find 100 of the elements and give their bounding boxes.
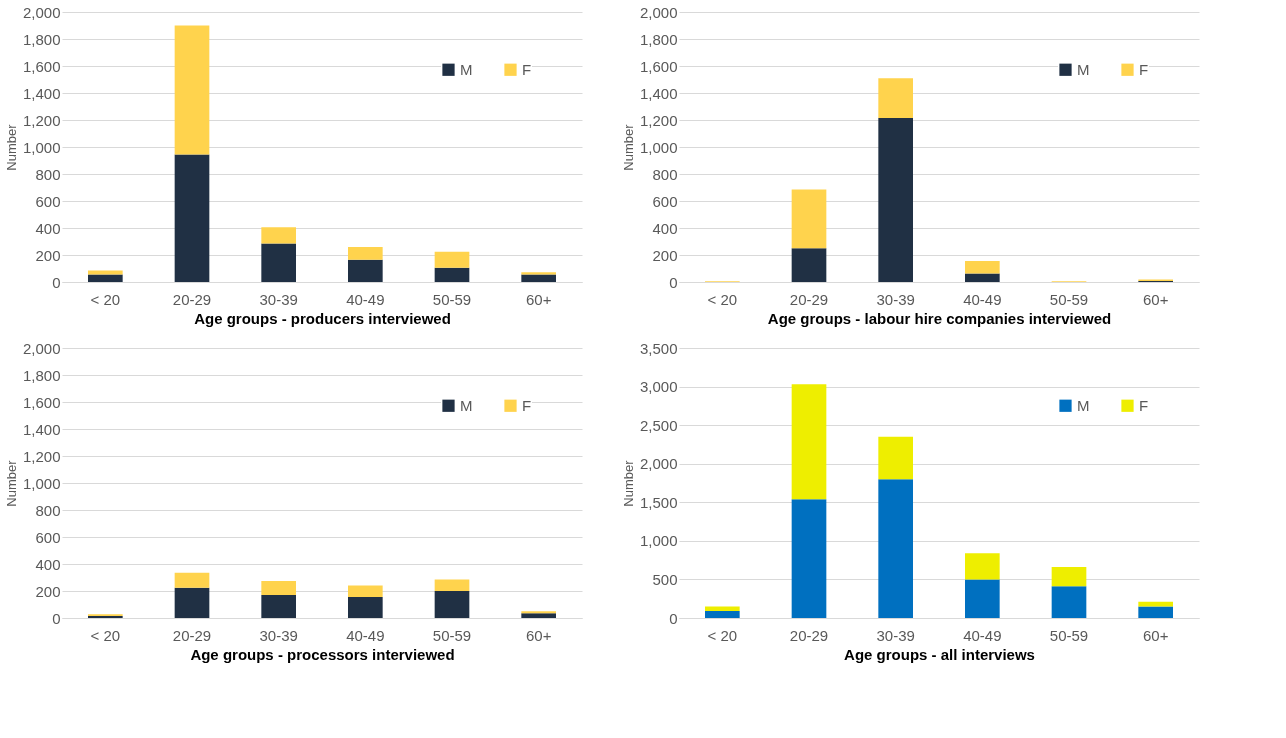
x-tick-label: 50-59 bbox=[1049, 626, 1089, 644]
x-tick-label: 40-49 bbox=[963, 626, 1002, 644]
y-tick-label: 1,600 bbox=[22, 393, 61, 411]
y-axis-title: Number bbox=[620, 123, 636, 171]
bar bbox=[434, 591, 470, 618]
x-tick-label: 40-49 bbox=[346, 626, 385, 644]
bar bbox=[261, 227, 296, 244]
bar bbox=[174, 25, 210, 155]
x-axis-title: Age groups - producers interviewed bbox=[194, 309, 451, 327]
y-tick-label: 600 bbox=[652, 192, 678, 210]
bar bbox=[878, 436, 913, 480]
x-tick-label: 20-29 bbox=[789, 290, 829, 308]
y-axis-title: Number bbox=[3, 459, 19, 507]
y-tick-label: 1,600 bbox=[639, 57, 678, 75]
x-tick-label: 60+ bbox=[525, 626, 552, 644]
y-tick-label: 400 bbox=[35, 555, 61, 573]
x-axis-title: Age groups - all interviews bbox=[844, 645, 1035, 663]
x-tick-label: 50-59 bbox=[432, 290, 472, 308]
bar bbox=[878, 117, 913, 282]
y-tick-label: 3,500 bbox=[639, 339, 678, 357]
bar bbox=[965, 553, 1000, 580]
y-tick-label: 1,000 bbox=[639, 532, 678, 550]
y-tick-label: 1,800 bbox=[22, 366, 61, 384]
bar bbox=[791, 384, 827, 500]
x-tick-label: 50-59 bbox=[1049, 290, 1089, 308]
y-tick-label: 2,000 bbox=[22, 3, 61, 21]
bar bbox=[261, 580, 296, 596]
bar bbox=[878, 78, 913, 118]
y-tick-label: 800 bbox=[652, 165, 678, 183]
y-tick-label: 600 bbox=[35, 528, 61, 546]
bar bbox=[705, 606, 740, 612]
legend-label: M bbox=[1077, 60, 1090, 78]
bar bbox=[434, 579, 470, 591]
x-tick-label: < 20 bbox=[707, 290, 738, 308]
bar bbox=[434, 251, 470, 268]
bar bbox=[965, 273, 1000, 282]
bar bbox=[521, 613, 556, 618]
y-tick-label: 500 bbox=[652, 570, 678, 588]
x-tick-label: 20-29 bbox=[789, 626, 829, 644]
bar bbox=[1138, 606, 1173, 618]
y-tick-label: 1,800 bbox=[22, 30, 61, 48]
bar bbox=[521, 272, 556, 275]
bar bbox=[261, 595, 296, 618]
bar bbox=[261, 243, 296, 282]
y-tick-label: 200 bbox=[652, 246, 678, 264]
y-tick-label: 0 bbox=[669, 609, 678, 627]
x-tick-label: 50-59 bbox=[432, 626, 472, 644]
legend-label: F bbox=[522, 396, 532, 414]
bar bbox=[1051, 567, 1087, 587]
y-tick-label: 1,200 bbox=[22, 447, 61, 465]
legend-label: F bbox=[1139, 60, 1149, 78]
x-tick-label: 30-39 bbox=[876, 626, 915, 644]
x-tick-label: 60+ bbox=[525, 290, 552, 308]
legend-label: F bbox=[522, 60, 532, 78]
bar bbox=[1051, 586, 1087, 618]
x-tick-label: 60+ bbox=[1142, 290, 1169, 308]
legend-label: M bbox=[1077, 396, 1090, 414]
y-tick-label: 1,400 bbox=[639, 84, 678, 102]
y-tick-label: 800 bbox=[35, 501, 61, 519]
y-tick-label: 1,500 bbox=[639, 493, 678, 511]
bar bbox=[878, 479, 913, 618]
y-tick-label: 2,000 bbox=[639, 455, 678, 473]
bar bbox=[348, 259, 383, 282]
bar bbox=[174, 572, 210, 588]
x-tick-label: < 20 bbox=[90, 626, 121, 644]
y-tick-label: 400 bbox=[35, 219, 61, 237]
y-tick-label: 200 bbox=[35, 246, 61, 264]
bar bbox=[174, 154, 210, 282]
bar bbox=[434, 267, 470, 282]
y-tick-label: 2,000 bbox=[22, 339, 61, 357]
x-tick-label: 30-39 bbox=[259, 626, 298, 644]
y-tick-label: 1,800 bbox=[639, 30, 678, 48]
bar bbox=[791, 248, 827, 282]
y-tick-label: 0 bbox=[669, 273, 678, 291]
x-tick-label: 20-29 bbox=[172, 626, 212, 644]
x-tick-label: 60+ bbox=[1142, 626, 1169, 644]
legend-label: F bbox=[1139, 396, 1149, 414]
x-axis-title: Age groups - processors interviewed bbox=[190, 645, 455, 663]
bar bbox=[348, 585, 383, 598]
y-tick-label: 1,600 bbox=[22, 57, 61, 75]
bar bbox=[88, 274, 123, 282]
x-tick-label: 40-49 bbox=[346, 290, 385, 308]
y-tick-label: 3,000 bbox=[639, 378, 678, 396]
y-tick-label: 1,200 bbox=[639, 111, 678, 129]
y-tick-label: 2,000 bbox=[639, 3, 678, 21]
bar bbox=[521, 274, 556, 282]
legend-label: M bbox=[460, 60, 473, 78]
bar bbox=[965, 579, 1000, 618]
x-tick-label: 30-39 bbox=[876, 290, 915, 308]
y-axis-title: Number bbox=[620, 459, 636, 507]
bar bbox=[88, 270, 123, 275]
y-tick-label: 800 bbox=[35, 165, 61, 183]
y-tick-label: 400 bbox=[652, 219, 678, 237]
bar bbox=[705, 611, 740, 618]
y-tick-label: 2,500 bbox=[639, 416, 678, 434]
bar bbox=[791, 189, 827, 249]
bar bbox=[174, 587, 210, 618]
bar bbox=[965, 261, 1000, 274]
bar bbox=[348, 597, 383, 618]
x-axis-title: Age groups - labour hire companies interviewed bbox=[767, 309, 1112, 327]
